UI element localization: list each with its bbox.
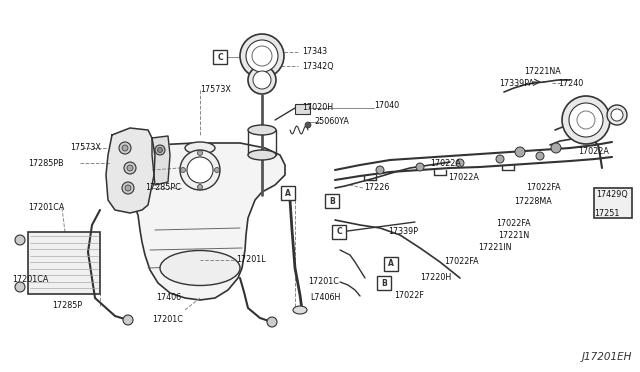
Circle shape: [536, 152, 544, 160]
Ellipse shape: [160, 250, 240, 285]
Text: 17226: 17226: [364, 183, 389, 192]
Text: 17022A: 17022A: [578, 148, 609, 157]
Ellipse shape: [293, 306, 307, 314]
FancyBboxPatch shape: [384, 257, 398, 271]
Text: 17573X: 17573X: [200, 86, 231, 94]
Circle shape: [119, 142, 131, 154]
Text: 17040: 17040: [374, 102, 399, 110]
Circle shape: [180, 167, 186, 173]
FancyBboxPatch shape: [594, 188, 632, 218]
FancyBboxPatch shape: [281, 186, 295, 200]
Circle shape: [515, 147, 525, 157]
Text: 17022A: 17022A: [448, 173, 479, 183]
Circle shape: [187, 157, 213, 183]
Text: 17339PA: 17339PA: [499, 78, 534, 87]
Text: 17201C: 17201C: [152, 315, 183, 324]
Text: 25060YA: 25060YA: [314, 118, 349, 126]
FancyBboxPatch shape: [28, 232, 100, 294]
Circle shape: [122, 145, 128, 151]
FancyBboxPatch shape: [213, 50, 227, 64]
Circle shape: [125, 185, 131, 191]
Text: 17221IN: 17221IN: [478, 244, 511, 253]
Circle shape: [248, 66, 276, 94]
Text: 17022F: 17022F: [394, 292, 424, 301]
Circle shape: [122, 182, 134, 194]
Circle shape: [214, 167, 220, 173]
Text: A: A: [285, 189, 291, 198]
Circle shape: [416, 163, 424, 171]
Text: 17339P: 17339P: [388, 228, 418, 237]
Text: A: A: [388, 260, 394, 269]
Text: 17201CA: 17201CA: [12, 276, 49, 285]
Circle shape: [240, 34, 284, 78]
Text: 17343: 17343: [302, 48, 327, 57]
Text: 17020H: 17020H: [302, 103, 333, 112]
Text: 17221N: 17221N: [498, 231, 529, 241]
Ellipse shape: [248, 125, 276, 135]
Text: 17406: 17406: [156, 294, 181, 302]
Circle shape: [376, 166, 384, 174]
Circle shape: [607, 105, 627, 125]
Circle shape: [246, 40, 278, 72]
Circle shape: [180, 150, 220, 190]
Circle shape: [551, 143, 561, 153]
Circle shape: [198, 185, 202, 189]
Ellipse shape: [185, 142, 215, 154]
Text: 17285P: 17285P: [52, 301, 82, 311]
FancyBboxPatch shape: [295, 104, 310, 114]
Circle shape: [157, 148, 163, 153]
Text: 17285PB: 17285PB: [28, 158, 63, 167]
Circle shape: [124, 162, 136, 174]
FancyBboxPatch shape: [325, 194, 339, 208]
Polygon shape: [152, 136, 170, 185]
Text: 17022FA: 17022FA: [444, 257, 479, 266]
Text: B: B: [381, 279, 387, 288]
Text: C: C: [336, 228, 342, 237]
Text: L7406H: L7406H: [310, 294, 340, 302]
Text: 17342Q: 17342Q: [302, 61, 333, 71]
Polygon shape: [106, 128, 155, 213]
FancyBboxPatch shape: [332, 225, 346, 239]
Circle shape: [305, 122, 311, 128]
Text: 17220H: 17220H: [420, 273, 451, 282]
FancyBboxPatch shape: [377, 276, 391, 290]
Circle shape: [267, 317, 277, 327]
Text: 17285PC: 17285PC: [145, 183, 180, 192]
Circle shape: [127, 165, 133, 171]
Text: 17201CA: 17201CA: [28, 203, 65, 212]
Text: 17573X: 17573X: [70, 144, 101, 153]
Circle shape: [155, 145, 165, 155]
Circle shape: [611, 109, 623, 121]
Text: 17201L: 17201L: [236, 256, 266, 264]
Circle shape: [496, 155, 504, 163]
Circle shape: [123, 315, 133, 325]
Circle shape: [15, 235, 25, 245]
Circle shape: [198, 151, 202, 155]
Circle shape: [456, 159, 464, 167]
Text: 17022FA: 17022FA: [526, 183, 561, 192]
Text: 17251: 17251: [594, 209, 620, 218]
Text: 17221NA: 17221NA: [524, 67, 561, 76]
Ellipse shape: [248, 150, 276, 160]
Text: 17022A: 17022A: [430, 158, 461, 167]
Text: 17201C: 17201C: [308, 278, 339, 286]
Circle shape: [562, 96, 610, 144]
Text: 17022FA: 17022FA: [496, 218, 531, 228]
Text: 17228MA: 17228MA: [514, 198, 552, 206]
Circle shape: [253, 71, 271, 89]
Text: 17240: 17240: [558, 78, 583, 87]
Circle shape: [15, 282, 25, 292]
Text: B: B: [329, 196, 335, 205]
Polygon shape: [107, 143, 285, 300]
Circle shape: [569, 103, 603, 137]
Text: 17429Q: 17429Q: [596, 190, 628, 199]
Text: J17201EH: J17201EH: [582, 352, 632, 362]
Text: C: C: [217, 52, 223, 61]
